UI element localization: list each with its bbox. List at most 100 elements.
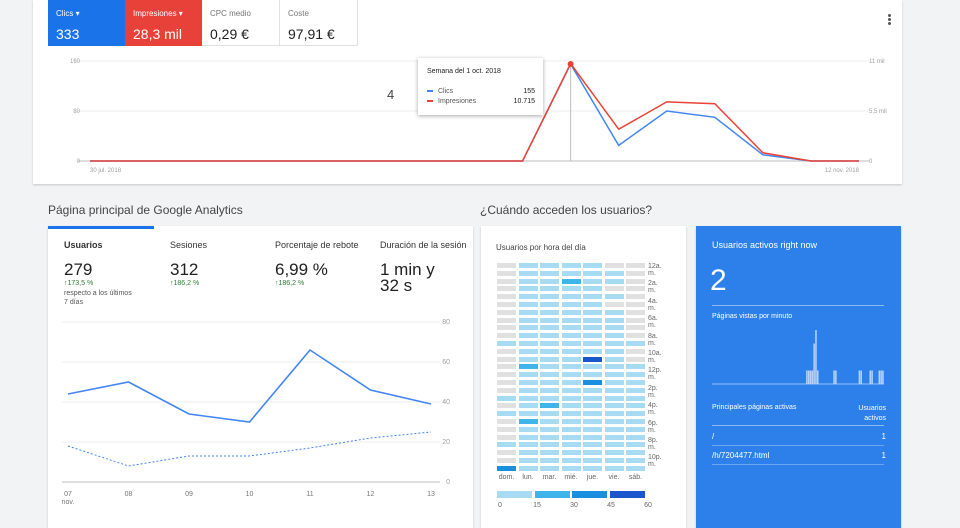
pageview-bar xyxy=(815,330,817,384)
tab-impresiones[interactable]: Impresiones ▾ 28,3 mil xyxy=(125,0,202,46)
pageview-bar xyxy=(813,343,815,384)
heatmap-cell xyxy=(518,263,538,268)
heatmap-cell xyxy=(604,434,624,440)
heatmap-cell xyxy=(540,411,559,417)
heatmap-hour-label: 6p. m. xyxy=(648,419,658,434)
heatmap-cell xyxy=(583,434,602,440)
heatmap-cell xyxy=(518,458,538,463)
chart-annotation: 4 xyxy=(387,87,395,102)
heatmap-cell xyxy=(561,317,581,323)
x-tick-label: 10 xyxy=(246,491,254,498)
heatmap-cell xyxy=(583,325,602,331)
heatmap-hour-label: 2a. m. xyxy=(648,280,658,295)
x-tick-label: 11 xyxy=(306,491,313,498)
legend-tick-label: 60 xyxy=(644,502,652,509)
pageview-bar xyxy=(858,370,861,384)
users-chart: 80 60 40 20 0 07 08 09 10 11 12 13 nov. xyxy=(62,319,450,506)
pageview-bar xyxy=(880,370,882,384)
heatmap-cell xyxy=(540,434,559,440)
x-tick-label: 08 xyxy=(125,491,133,498)
heatmap-cell xyxy=(626,442,645,448)
kpi-duracion[interactable]: Duración de la sesión 1 min y 32 s xyxy=(380,240,470,294)
tab-clics-label: Clics ▾ xyxy=(56,9,80,18)
heatmap-cell xyxy=(497,434,516,440)
heatmap-hour-label: 4a. m. xyxy=(648,297,658,312)
heatmap-cell xyxy=(540,348,559,354)
pageview-bar xyxy=(860,370,862,384)
heatmap-cell xyxy=(626,348,645,354)
heatmap-cell xyxy=(497,294,516,300)
heatmap-cell xyxy=(518,372,538,378)
heatmap-cell xyxy=(518,294,538,300)
realtime-card xyxy=(696,226,901,528)
heatmap-cell xyxy=(561,434,581,440)
series-line xyxy=(67,431,432,467)
heatmap-cell xyxy=(518,309,538,315)
heatmap-cell xyxy=(604,419,624,424)
heatmap-cell xyxy=(518,426,538,432)
performance-card: Clics ▾ 333 Impresiones ▾ 28,3 mil CPC m… xyxy=(33,0,902,184)
kpi-usuarios[interactable]: Usuarios 279 ↑173,5 % respecto a los últ… xyxy=(64,240,154,307)
kpi-sesiones[interactable]: Sesiones 312 ↑186,2 % xyxy=(170,240,260,287)
heatmap-cell xyxy=(626,403,645,409)
tooltip-row-impresiones: Impresiones 10.715 xyxy=(427,98,535,105)
kpi-rebote[interactable]: Porcentaje de rebote 6,99 % ↑186,2 % xyxy=(275,240,375,287)
heatmap-cell xyxy=(626,333,645,339)
heatmap-cell xyxy=(561,372,581,378)
heatmap-cell xyxy=(540,372,559,378)
heatmap-cell xyxy=(561,333,581,339)
heatmap-hour-label: 8p. m. xyxy=(648,437,658,451)
heatmap-cell xyxy=(604,302,624,307)
heatmap-cell xyxy=(604,450,624,456)
y-tick-label-left: 0 xyxy=(77,159,81,165)
heatmap-cell xyxy=(497,364,516,370)
y-tick-label: 0 xyxy=(446,479,450,486)
pageview-bar xyxy=(869,370,872,384)
heatmap-cell xyxy=(497,450,516,456)
heatmap-section-title: ¿Cuándo acceden los usuarios? xyxy=(480,203,653,217)
pages-divider xyxy=(712,445,884,446)
tab-coste[interactable]: Coste 97,91 € xyxy=(280,0,358,46)
heatmap-cell xyxy=(583,419,602,424)
pageview-bar xyxy=(878,370,881,384)
heatmap-cell xyxy=(604,403,624,409)
legend-swatch xyxy=(572,491,607,498)
heatmap-cell xyxy=(583,442,602,448)
heatmap-cell xyxy=(626,270,645,276)
kpi-usuarios-label: Usuarios xyxy=(64,240,103,250)
heatmap-cell xyxy=(583,317,602,323)
heatmap-cell xyxy=(540,450,559,456)
heatmap-cell xyxy=(583,403,602,409)
tab-clics[interactable]: Clics ▾ 333 xyxy=(48,0,125,46)
heatmap-cell xyxy=(561,411,581,417)
heatmap-cell xyxy=(497,395,516,401)
x-tick-label: 09 xyxy=(185,491,193,498)
pageview-bar xyxy=(835,370,837,384)
heatmap-cell xyxy=(561,442,581,448)
heatmap-cell xyxy=(497,426,516,432)
tab-cpc[interactable]: CPC medio 0,29 € xyxy=(202,0,280,46)
heatmap-cell xyxy=(604,387,624,393)
heatmap-cell xyxy=(497,348,516,354)
heatmap-cell xyxy=(583,309,602,315)
legend-swatch xyxy=(497,491,532,498)
more-vert-icon[interactable] xyxy=(885,14,893,28)
tab-impresiones-label: Impresiones ▾ xyxy=(133,9,183,18)
heatmap-cell xyxy=(626,387,645,393)
y-tick-label-right: 11 mil xyxy=(869,59,885,65)
active-page-row[interactable]: / 1 xyxy=(712,432,886,441)
heatmap-cell xyxy=(497,372,516,378)
realtime-divider xyxy=(712,305,884,306)
heatmap-cell xyxy=(497,458,516,463)
heatmap-cell xyxy=(604,364,624,370)
legend-tick-label: 0 xyxy=(498,502,502,509)
tab-coste-value: 97,91 € xyxy=(288,26,335,42)
heatmap-cell xyxy=(583,333,602,339)
active-page-path: /h/7204477.html xyxy=(712,451,770,460)
heatmap-cell xyxy=(497,286,516,292)
heatmap-cell xyxy=(561,278,581,284)
heatmap-cell xyxy=(583,286,602,292)
active-page-path: / xyxy=(712,432,715,441)
active-page-row[interactable]: /h/7204477.html 1 xyxy=(712,451,886,460)
heatmap-hour-label: 4p. m. xyxy=(648,402,658,417)
